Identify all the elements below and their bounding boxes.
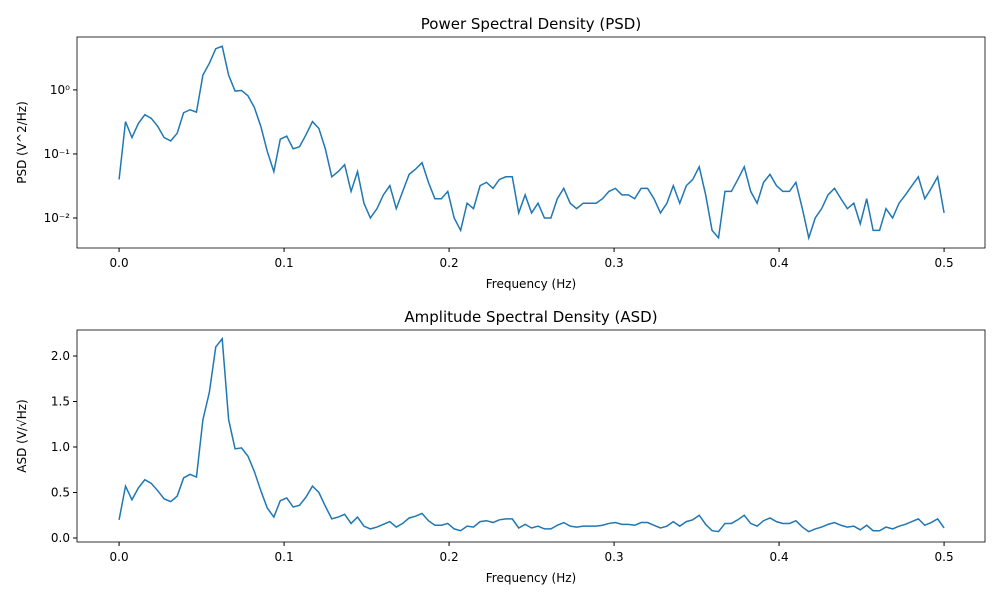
x-tick-label: 0.0 — [110, 256, 129, 270]
y-tick-label: 10⁻¹ — [44, 147, 71, 161]
y-tick-label: 1.5 — [51, 395, 70, 409]
x-tick-label: 0.4 — [770, 550, 789, 564]
y-tick-label: 10⁻² — [44, 211, 71, 225]
y-axis-label: ASD (V/√Hz) — [15, 399, 29, 472]
y-tick-label: 0.5 — [51, 486, 70, 500]
y-tick-label: 1.0 — [51, 440, 70, 454]
x-tick-label: 0.5 — [935, 550, 954, 564]
chart-title: Power Spectral Density (PSD) — [421, 15, 641, 33]
line-series — [118, 336, 945, 533]
x-tick-label: 0.4 — [770, 256, 789, 270]
x-tick-label: 0.1 — [275, 550, 294, 564]
x-tick-label: 0.2 — [440, 550, 459, 564]
x-tick-label: 0.2 — [440, 256, 459, 270]
x-tick-label: 0.0 — [110, 550, 129, 564]
y-axis-label: PSD (V^2/Hz) — [15, 101, 29, 184]
y-tick-label: 0.0 — [51, 531, 70, 545]
y-tick-label: 2.0 — [51, 349, 70, 363]
x-axis-label: Frequency (Hz) — [486, 571, 577, 585]
axes-frame — [76, 36, 986, 249]
x-tick-label: 0.3 — [605, 550, 624, 564]
x-tick-label: 0.1 — [275, 256, 294, 270]
chart-title: Amplitude Spectral Density (ASD) — [404, 308, 657, 326]
x-axis-label: Frequency (Hz) — [486, 277, 577, 291]
line-series — [118, 45, 945, 241]
x-tick-label: 0.3 — [605, 256, 624, 270]
x-tick-label: 0.5 — [935, 256, 954, 270]
y-tick-label: 10⁰ — [50, 83, 70, 97]
axes-frame — [76, 329, 986, 543]
